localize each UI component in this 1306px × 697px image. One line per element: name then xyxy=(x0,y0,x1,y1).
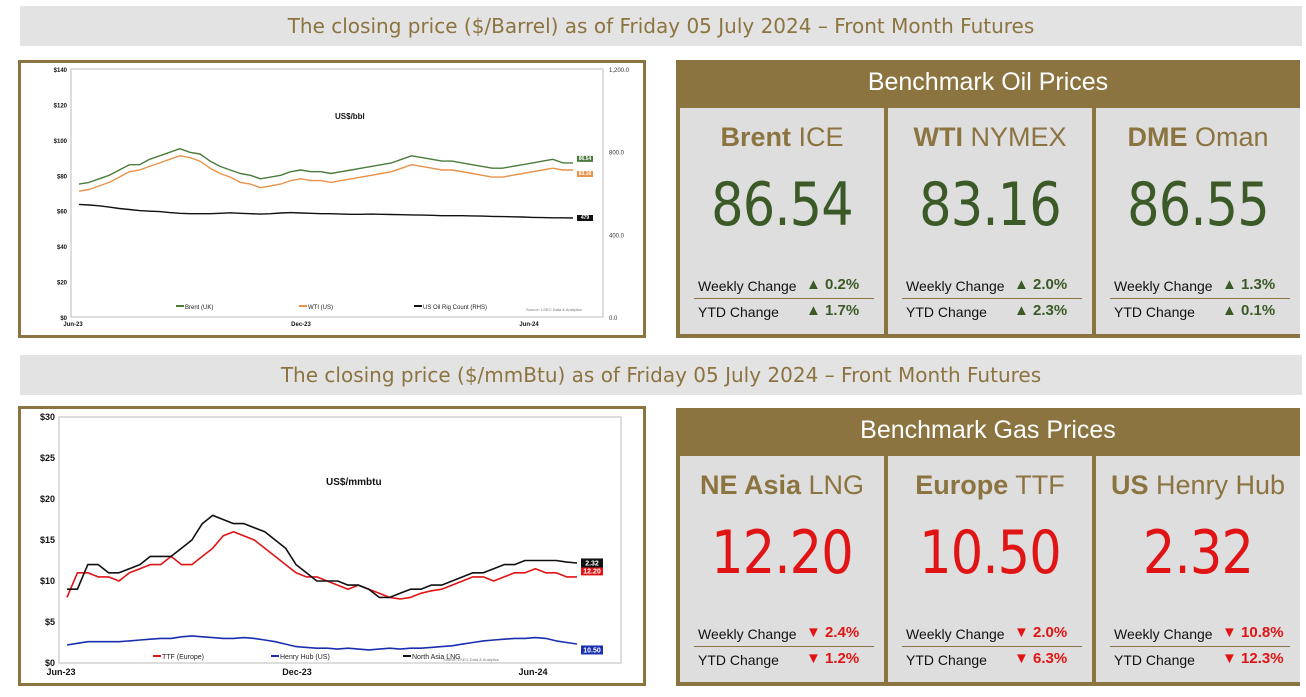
weekly-change-row: Weekly Change ▼ 2.4% xyxy=(694,622,874,647)
y2-tick-label: 1,200.0 xyxy=(609,68,630,74)
y-tick-label: $5 xyxy=(45,617,55,627)
weekly-change-row: Weekly Change ▼ 10.8% xyxy=(1110,622,1290,647)
weekly-change-row: Weekly Change ▲ 1.3% xyxy=(1110,274,1290,299)
end-label-box xyxy=(581,566,603,576)
legend-entry: Henry Hub (US) xyxy=(280,654,330,661)
tile-price: 86.55 xyxy=(1127,170,1270,240)
ytd-change-row: YTD Change ▲ 2.3% xyxy=(906,302,1068,320)
y-tick-label: $60 xyxy=(57,210,68,216)
ytd-change-row: YTD Change ▲ 1.7% xyxy=(698,302,860,320)
gas-chart: US$/mmbtu $0 $5 $10 $15 $20 $25 $30 Jun-23 Dec-23… xyxy=(40,412,622,677)
series-line-0 xyxy=(66,531,577,600)
legend-entry: US Oil Rig Count (RHS) xyxy=(423,305,487,311)
y-tick-label: $0 xyxy=(45,658,55,668)
source-note: Source: LSEG Data & Analytics xyxy=(526,307,582,312)
oil-chart-frame: US$/bbl $0 $20 $40 $60 $80 $100 $120 $140 0.0 400.… xyxy=(18,60,646,338)
x-tick-label: Jun-23 xyxy=(46,667,75,677)
series-line-2 xyxy=(78,203,574,219)
y-tick-label: $20 xyxy=(40,494,55,504)
y-tick-label: $40 xyxy=(57,245,68,251)
tile-price: 2.32 xyxy=(1142,518,1254,588)
ne-asia-lng-tile: NE Asia LNG 12.20 Weekly Change ▼ 2.4% YT… xyxy=(680,456,884,682)
y-tick-label: $80 xyxy=(57,174,68,180)
series-line-1 xyxy=(66,635,578,651)
end-label: 86.54 xyxy=(579,156,592,162)
y-tick-label: $100 xyxy=(54,139,68,145)
ytd-change-row: YTD Change ▼ 1.2% xyxy=(698,650,860,668)
tile-name: WTI NYMEX xyxy=(913,122,1067,152)
end-label: 2.32 xyxy=(585,560,599,567)
end-label: 10.50 xyxy=(583,647,601,654)
tile-price: 83.16 xyxy=(919,170,1062,240)
end-label-box xyxy=(581,558,603,568)
y-tick-label: $10 xyxy=(40,576,55,586)
x-tick-label: Dec-23 xyxy=(291,322,311,328)
y-tick-label: $20 xyxy=(57,281,68,287)
oil-title-banner: The closing price ($/Barrel) as of Frida… xyxy=(20,6,1302,46)
end-label-box xyxy=(581,645,603,655)
x-tick-label: Dec-23 xyxy=(282,667,312,677)
end-label-box xyxy=(577,170,593,177)
y2-tick-label: 400.0 xyxy=(609,233,625,239)
us-henry-hub-tile: US Henry Hub 2.32 Weekly Change ▼ 10.8% Y… xyxy=(1096,456,1300,682)
y-tick-label: $140 xyxy=(54,68,68,74)
dme-tile: DME Oman 86.55 Weekly Change ▲ 1.3% YTD C… xyxy=(1096,108,1300,334)
y2-tick-label: 0.0 xyxy=(609,316,618,322)
gas-title-banner: The closing price ($/mmBtu) as of Friday… xyxy=(20,355,1302,395)
europe-ttf-tile: Europe TTF 10.50 Weekly Change ▼ 2.0% YTD… xyxy=(888,456,1092,682)
weekly-change-row: Weekly Change ▼ 2.0% xyxy=(902,622,1082,647)
x-tick-label: Jun-24 xyxy=(518,667,547,677)
source-note: Source: LSEG Data & Analytics xyxy=(443,657,499,662)
legend-entry: WTI (US) xyxy=(308,305,333,311)
tile-name: Europe TTF xyxy=(915,470,1065,500)
tile-name: NE Asia LNG xyxy=(699,470,865,500)
x-tick-label: Jun-23 xyxy=(63,322,83,328)
plot-area xyxy=(58,416,622,664)
y-tick-label: $120 xyxy=(54,103,68,109)
chart-title: US$/mmbtu xyxy=(326,477,382,488)
tile-name: Brent ICE xyxy=(720,122,844,152)
plot-area xyxy=(70,68,604,318)
tile-price: 86.54 xyxy=(711,170,854,240)
ytd-change-row: YTD Change ▼ 6.3% xyxy=(906,650,1068,668)
oil-chart: US$/bbl $0 $20 $40 $60 $80 $100 $120 $140 0.0 400.… xyxy=(54,68,630,328)
legend-entry: North Asia LNG xyxy=(412,654,461,661)
gas-benchmark-panel: Benchmark Gas Prices NE Asia LNG 12.20 W… xyxy=(676,408,1300,686)
y-tick-label: $15 xyxy=(40,535,55,545)
legend-entry: TTF (Europe) xyxy=(162,654,204,661)
x-tick-label: Jun-24 xyxy=(519,322,539,328)
chart-title: US$/bbl xyxy=(335,112,365,121)
weekly-change-row: Weekly Change ▲ 0.2% xyxy=(694,274,874,299)
series-line-1 xyxy=(78,155,573,192)
tile-name: DME Oman xyxy=(1127,122,1269,152)
oil-benchmark-panel: Benchmark Oil Prices Brent ICE 86.54 Wee… xyxy=(676,60,1300,338)
end-label: 83.16 xyxy=(579,171,592,177)
wti-tile: WTI NYMEX 83.16 Weekly Change ▲ 2.0% YTD … xyxy=(888,108,1092,334)
weekly-change-row: Weekly Change ▲ 2.0% xyxy=(902,274,1082,299)
brent-tile: Brent ICE 86.54 Weekly Change ▲ 0.2% YTD … xyxy=(680,108,884,334)
gas-panel-title: Benchmark Gas Prices xyxy=(860,415,1116,444)
ytd-change-row: YTD Change ▲ 0.1% xyxy=(1114,302,1276,320)
end-label-box xyxy=(577,155,593,162)
y2-tick-label: 800.0 xyxy=(609,151,625,157)
end-label: 12.20 xyxy=(583,568,601,575)
gas-chart-frame: US$/mmbtu $0 $5 $10 $15 $20 $25 $30 Jun-23 Dec-23… xyxy=(18,406,646,686)
tile-price: 12.20 xyxy=(711,518,854,588)
y-tick-label: $0 xyxy=(60,316,67,322)
series-line-2 xyxy=(67,514,578,599)
end-label: 479 xyxy=(581,215,590,221)
y-tick-label: $25 xyxy=(40,453,55,463)
series-line-0 xyxy=(78,147,573,185)
tile-name: US Henry Hub xyxy=(1110,470,1286,500)
oil-panel-title: Benchmark Oil Prices xyxy=(867,67,1109,96)
end-label-box xyxy=(577,215,593,222)
legend-entry: Brent (UK) xyxy=(185,305,213,311)
tile-price: 10.50 xyxy=(919,518,1062,588)
y-tick-label: $30 xyxy=(40,412,55,422)
ytd-change-row: YTD Change ▼ 12.3% xyxy=(1114,650,1284,668)
